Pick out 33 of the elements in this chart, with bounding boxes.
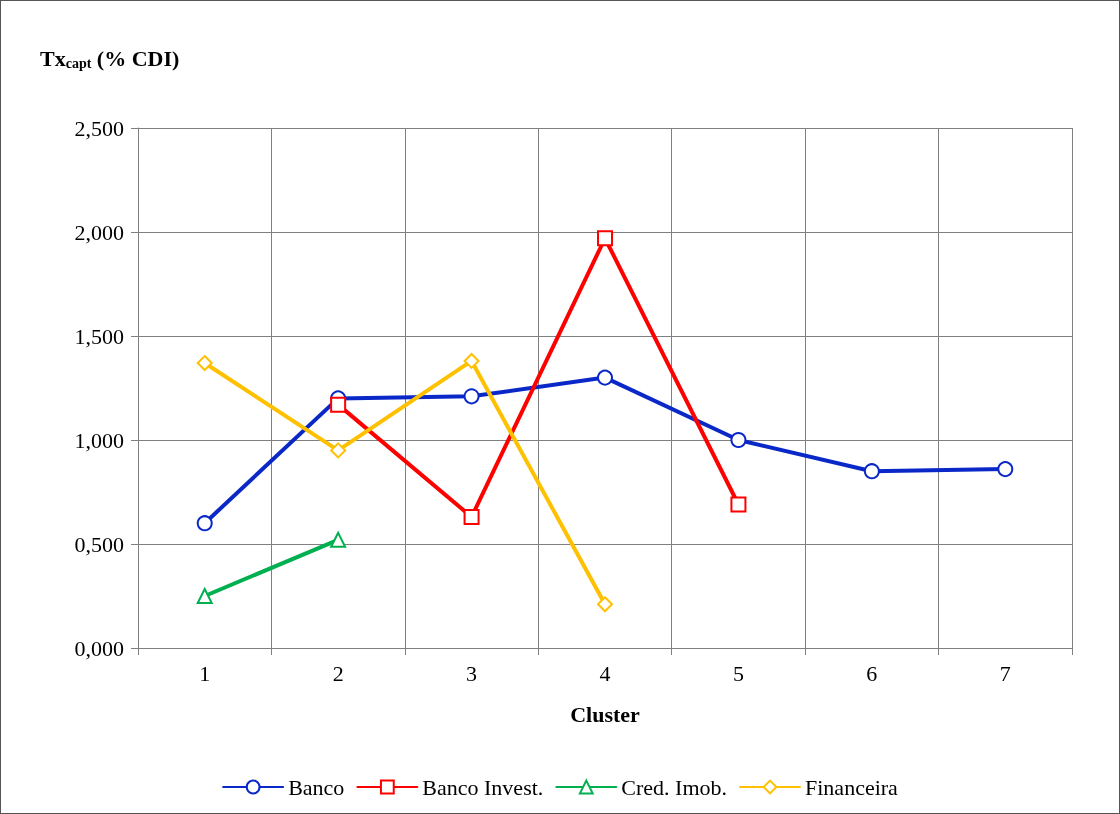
x-tick-label: 3 (466, 660, 478, 686)
point (730, 496, 747, 513)
legend-label: Banco (288, 774, 345, 800)
x-tick-label: 5 (732, 660, 744, 686)
legend-label: Banco Invest. (422, 774, 544, 800)
x-tick-label: 7 (999, 660, 1011, 686)
point (597, 596, 613, 613)
point (597, 369, 613, 386)
y-tick-label: 0,000 (74, 635, 124, 661)
point (196, 355, 213, 372)
point (196, 515, 213, 532)
point (997, 461, 1014, 478)
y-tick-label: 0,500 (74, 531, 124, 557)
x-axis-title: Cluster (570, 701, 641, 727)
point (463, 352, 480, 369)
x-tick-label: 6 (866, 660, 878, 686)
point (863, 463, 880, 480)
point (463, 508, 480, 525)
legend-label: Financeira (805, 774, 899, 800)
y-tick-label: 2,500 (74, 115, 124, 141)
y-tick-label: 1,000 (74, 427, 124, 453)
y-tick-label: 1,500 (74, 323, 124, 349)
legend-label: Cred. Imob. (621, 774, 728, 800)
x-tick-label: 1 (199, 660, 211, 686)
point (463, 388, 480, 405)
point (597, 230, 613, 247)
y-tick-label: 2,000 (74, 219, 124, 245)
x-tick-label: 4 (599, 660, 611, 686)
x-tick-label: 2 (332, 660, 344, 686)
point (330, 396, 347, 413)
point (330, 442, 347, 459)
point (730, 432, 747, 448)
y-axis-title: Txcapt (% CDI) (40, 45, 180, 71)
